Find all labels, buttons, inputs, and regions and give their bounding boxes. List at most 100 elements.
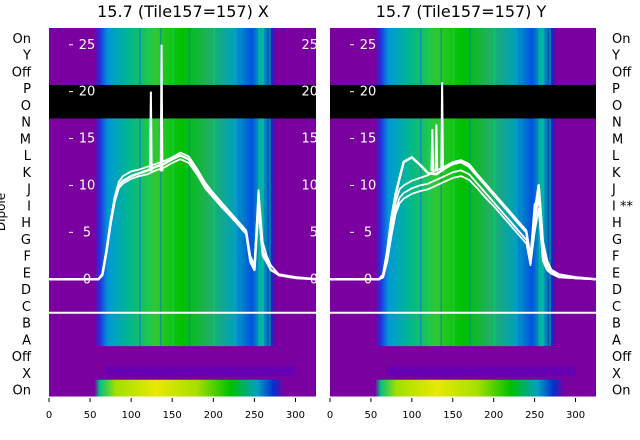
heatmap-streak — [452, 28, 455, 347]
flagged-row-band — [330, 84, 596, 119]
heatmap-streak — [440, 28, 442, 347]
row-label: D — [612, 283, 622, 298]
heatmap-streak — [213, 28, 215, 347]
row-label: M — [20, 132, 31, 147]
row-label: E — [23, 266, 31, 281]
row-label: I ** — [612, 199, 633, 214]
heatmap-on-row — [49, 379, 316, 397]
spectrum-spike — [159, 44, 164, 172]
row-label: G — [21, 233, 31, 248]
x-tick-label: 300 — [286, 410, 305, 421]
row-label: Off — [612, 65, 632, 80]
heatmap-streak — [518, 28, 520, 347]
overlay-ytick-label: 25 — [360, 38, 377, 53]
x-tick-label: 100 — [402, 410, 421, 421]
row-label: O — [21, 99, 31, 114]
spectrum-series-line — [49, 158, 317, 281]
row-label: Off — [12, 65, 32, 80]
row-label: A — [612, 333, 621, 348]
row-label: G — [612, 233, 622, 248]
flagged-row-band — [49, 84, 316, 119]
row-label: B — [612, 317, 621, 332]
row-label: E — [612, 266, 620, 281]
row-label: X — [612, 367, 621, 382]
heatmap-spectrum-band — [49, 28, 316, 347]
heatmap-streak — [420, 28, 422, 347]
row-label: I — [27, 199, 31, 214]
panel-title-x: 15.7 (Tile157=157) X — [97, 2, 269, 21]
heatmap-streak — [493, 28, 496, 347]
row-label: X — [22, 367, 31, 382]
heatmap-streak — [428, 28, 430, 347]
row-label: D — [21, 283, 31, 298]
heatmap-streak — [549, 28, 551, 347]
heatmap-streak — [258, 28, 260, 347]
x-tick-label: 250 — [245, 410, 264, 421]
spectrum-spike — [149, 91, 153, 172]
x-tick-label: 150 — [163, 410, 182, 421]
x-tick-label: 250 — [525, 410, 544, 421]
spectrum-spike — [440, 82, 444, 172]
overlay-ytick-label: 10 — [79, 178, 96, 193]
row-label: On — [612, 32, 630, 47]
x-tick-label: 0 — [46, 410, 52, 421]
overlay-ytick-label-right: 15 — [301, 132, 318, 147]
row-label: M — [612, 132, 623, 147]
row-label: H — [21, 216, 31, 231]
x-tick-label: 0 — [327, 410, 333, 421]
x-tick-label: 150 — [443, 410, 462, 421]
heatmap-streak — [188, 28, 191, 347]
row-label: J — [26, 183, 31, 198]
row-label: L — [24, 149, 32, 164]
row-label: On — [612, 384, 630, 399]
heatmap-streak — [139, 28, 141, 347]
overlay-ytick-label: 20 — [360, 85, 377, 100]
y-axis-label-dipole: Dipole — [0, 193, 8, 231]
heatmap-x-row — [387, 366, 576, 377]
row-label: P — [23, 82, 31, 97]
overlay-ytick-label: 20 — [79, 85, 96, 100]
row-label: N — [21, 116, 31, 131]
row-label: Y — [22, 49, 31, 64]
heatmap-streak — [469, 28, 471, 347]
row-label: C — [22, 300, 31, 315]
x-tick-label: 50 — [84, 410, 97, 421]
x-tick-label: 100 — [122, 410, 141, 421]
overlay-ytick-label: 15 — [360, 132, 377, 147]
heatmap-streak — [237, 28, 240, 347]
row-label: Off — [12, 350, 32, 365]
heatmap-x-row — [106, 366, 296, 377]
heatmap-streak — [544, 28, 546, 347]
heatmap-streak — [147, 28, 150, 347]
overlay-ytick-label-right: 10 — [301, 178, 318, 193]
row-label: H — [612, 216, 622, 231]
row-label: K — [612, 166, 621, 181]
overlay-ytick-label: 25 — [79, 38, 96, 53]
overlay-ytick-label-right: 25 — [301, 38, 318, 53]
row-label: On — [13, 384, 31, 399]
row-label: On — [13, 32, 31, 47]
heatmap-streak — [269, 28, 271, 347]
x-tick-label: 300 — [566, 410, 585, 421]
row-label: J — [611, 183, 616, 198]
heatmap-spectrum-band — [330, 28, 596, 347]
spectrum-spike — [430, 129, 435, 172]
overlay-ytick-label-right: 20 — [301, 85, 318, 100]
heatmap-on-row — [330, 379, 596, 397]
row-label: N — [612, 116, 622, 131]
row-label: K — [22, 166, 31, 181]
overlay-ytick-label-right: 5 — [310, 225, 318, 240]
row-label: F — [612, 250, 619, 265]
x-tick-label: 50 — [365, 410, 378, 421]
heatmap-streak — [159, 28, 162, 347]
x-tick-label: 200 — [204, 410, 223, 421]
heatmap-streak — [264, 28, 266, 347]
overlay-ytick-label: 15 — [79, 132, 96, 147]
row-label: C — [612, 300, 621, 315]
panel-title-y: 15.7 (Tile157=157) Y — [376, 2, 547, 21]
spectrum-spike — [434, 124, 439, 172]
row-label: F — [24, 250, 31, 265]
